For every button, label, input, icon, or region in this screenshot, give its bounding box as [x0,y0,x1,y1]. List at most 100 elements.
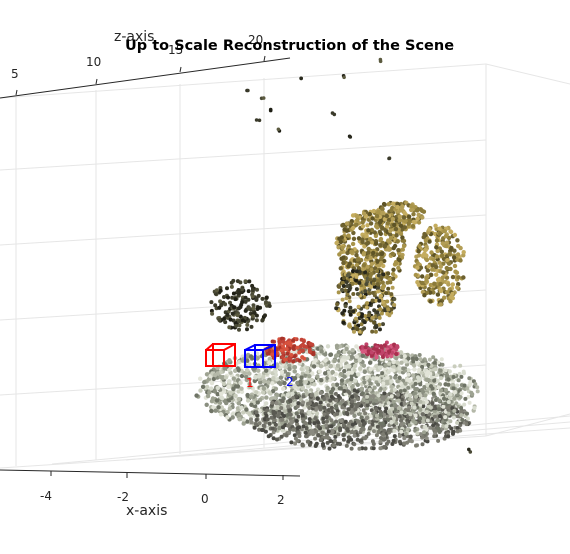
cloud-point [246,89,250,93]
cloud-point [215,371,219,375]
cloud-point [475,385,479,389]
cloud-point [424,238,428,242]
cloud-point [415,387,419,391]
cloud-point [375,269,379,273]
cloud-point [240,287,244,291]
cloud-point [417,213,421,217]
cloud-point [340,311,344,315]
z-tick-mark [16,90,17,95]
cloud-point [346,356,350,360]
cloud-point [358,366,362,370]
x-tick-label: -4 [40,489,52,503]
cloud-point [441,405,445,409]
cloud-point [301,414,305,418]
cloud-point [390,380,394,384]
cloud-point [319,391,323,395]
cloud-point [312,352,316,356]
cloud-point [423,248,427,252]
cloud-point [361,354,365,358]
cloud-point [371,394,375,398]
cloud-point [431,263,435,267]
cloud-point [441,275,445,279]
cloud-point [356,397,360,401]
cloud-point [444,234,448,238]
cloud-point [330,424,334,428]
cloud-point [392,297,396,301]
cloud-point [374,224,378,228]
cloud-point [423,425,427,429]
cloud-point [422,430,426,434]
cloud-point [452,416,456,420]
cloud-point [437,427,441,431]
cloud-point [404,394,408,398]
cloud-point [380,252,384,256]
cloud-point [443,415,447,419]
cloud-point [236,279,240,283]
cloud-point [438,414,442,418]
cloud-point [350,395,354,399]
point-cloud [194,58,479,454]
cloud-point [312,403,316,407]
cloud-point [372,321,376,325]
cloud-point [403,402,407,406]
cloud-point [315,374,319,378]
cloud-point [266,417,270,421]
cloud-point [202,380,206,384]
cloud-point [351,309,355,313]
cloud-point [255,318,259,322]
cloud-point [305,370,309,374]
cloud-point [319,401,323,405]
cloud-point [241,318,245,322]
cloud-point [382,387,386,391]
cloud-point [353,388,357,392]
cloud-point [247,411,251,415]
cloud-point [251,314,255,318]
cloud-point [379,237,383,241]
cloud-point [340,378,344,382]
cloud-point [387,157,391,161]
cloud-point [415,280,419,284]
cloud-point [363,436,367,440]
cloud-point [336,364,340,368]
cloud-point [452,390,456,394]
cloud-point [436,439,440,443]
cloud-point [421,412,425,416]
cloud-point [451,296,455,300]
cloud-point [338,386,342,390]
cloud-point [442,296,446,300]
cloud-point [364,345,368,349]
cloud-point [264,395,268,399]
cloud-point [391,217,395,221]
cloud-point [267,360,271,364]
cloud-point [448,267,452,271]
cloud-point [303,345,307,349]
cloud-point [401,366,405,370]
cloud-point [444,388,448,392]
cloud-point [209,300,213,304]
cloud-point [249,354,253,358]
cloud-point [329,352,333,356]
cloud-point [418,353,422,357]
cloud-point [331,387,335,391]
cloud-point [404,382,408,386]
cloud-point [414,382,418,386]
cloud-point [440,250,444,254]
cloud-point [387,350,391,354]
z-tick-label: 5 [11,67,19,81]
cloud-point [228,407,232,411]
cloud-point [211,396,215,400]
cloud-point [225,415,229,419]
cloud-point [386,238,390,242]
cloud-point [280,418,284,422]
cloud-point [403,388,407,392]
cloud-point [392,360,396,364]
cloud-point [300,409,304,413]
cloud-point [240,300,244,304]
cloud-point [244,407,248,411]
cloud-point [342,423,346,427]
cloud-point [397,258,401,262]
cloud-point [444,368,448,372]
cloud-point [348,299,352,303]
cloud-point [452,430,456,434]
